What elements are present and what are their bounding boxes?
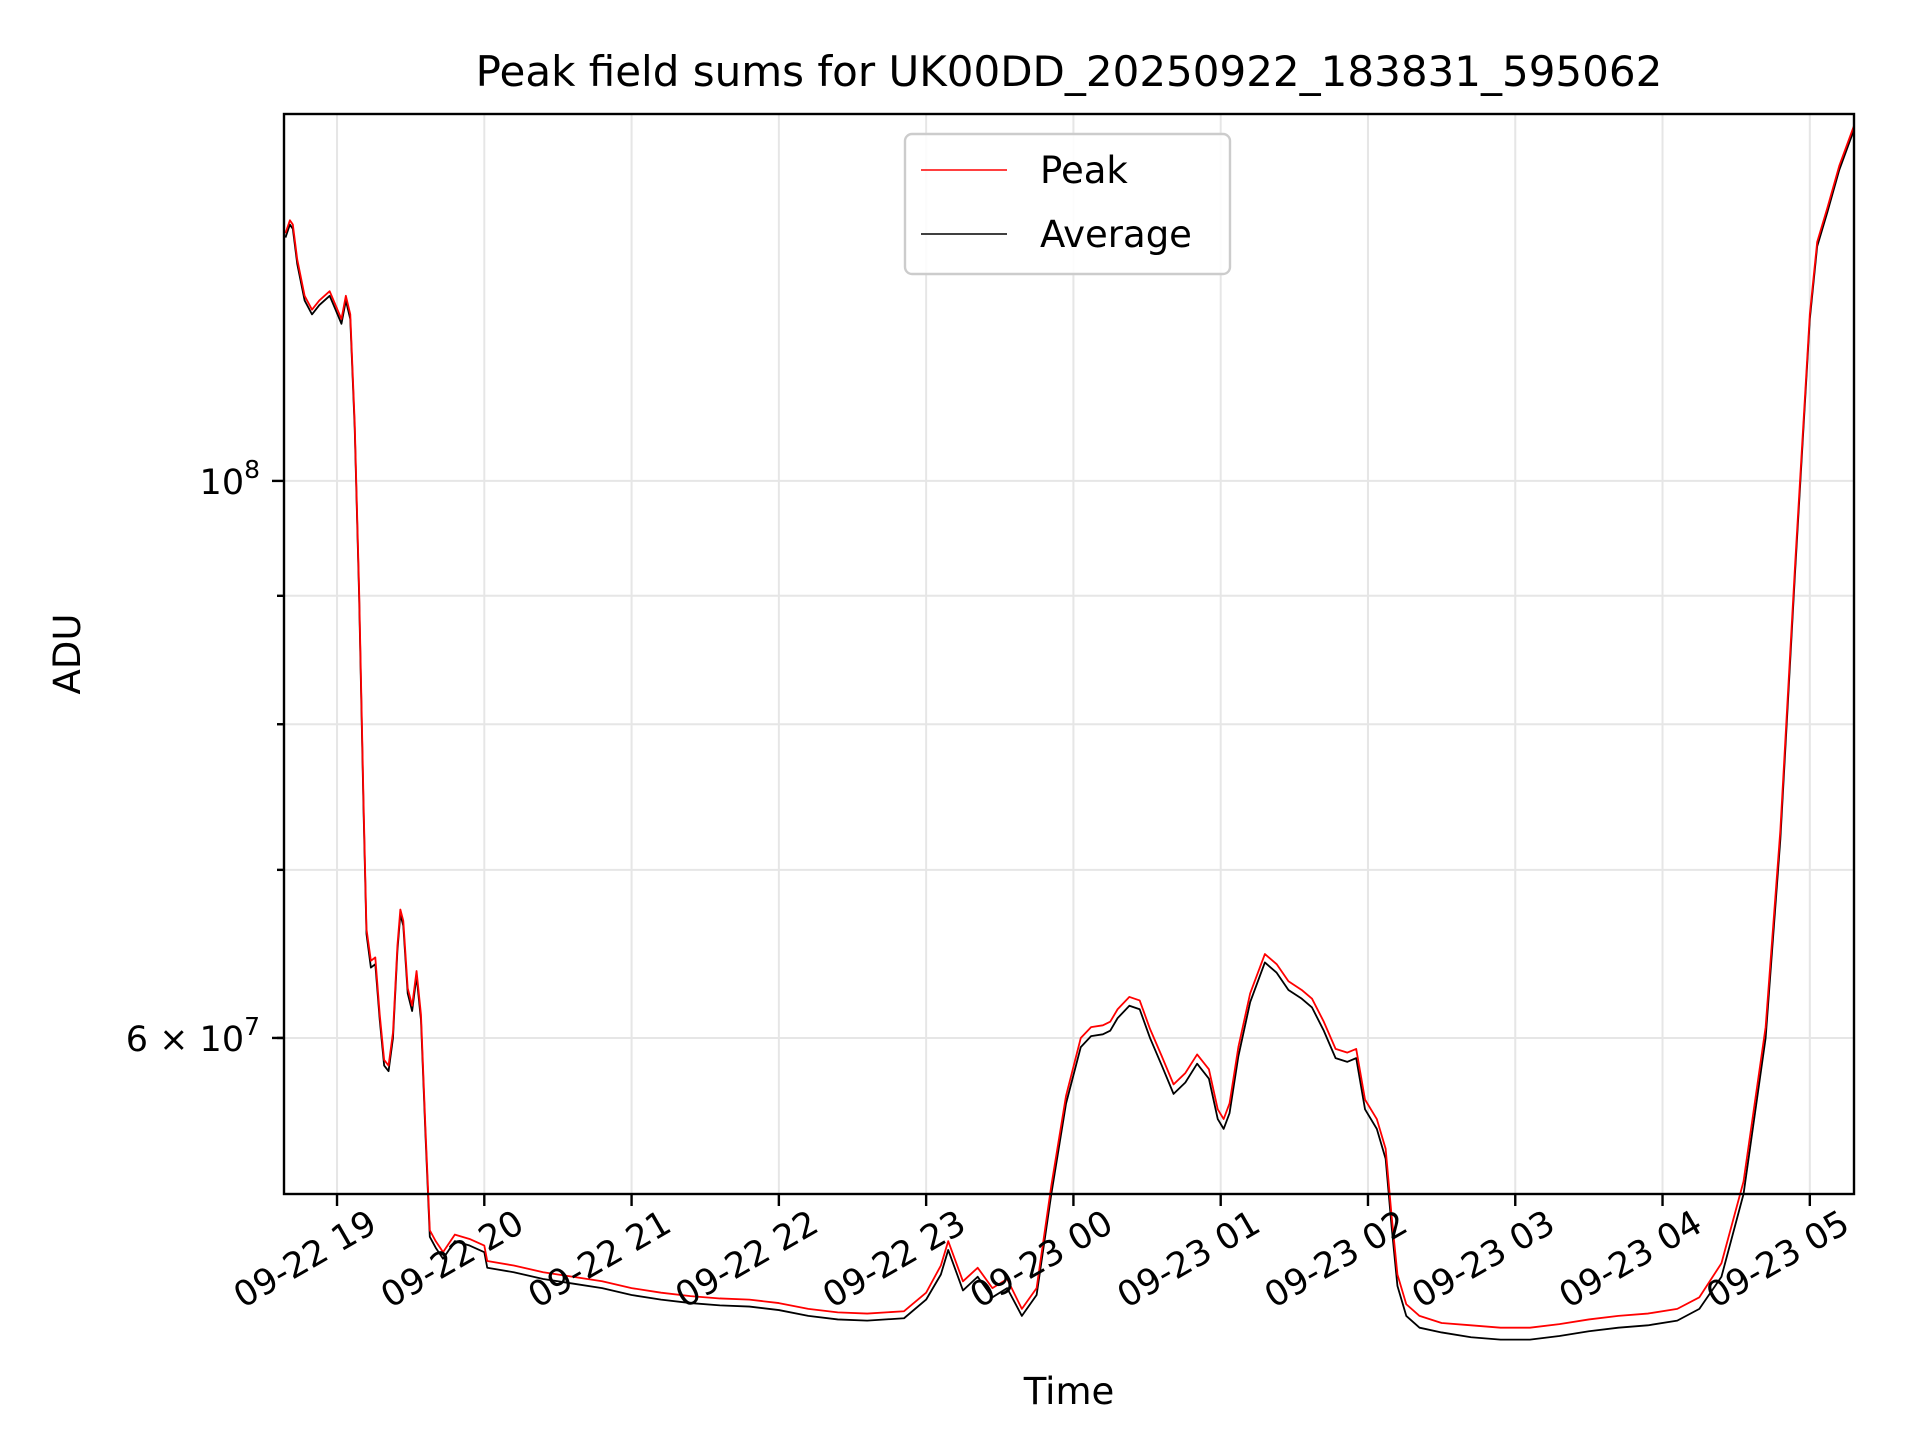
series-lines [284, 125, 1855, 1341]
series-line-average [284, 129, 1855, 1341]
chart-title: Peak field sums for UK00DD_20250922_1838… [476, 47, 1663, 96]
legend-average-label: Average [1040, 213, 1192, 256]
x-axis-label: Time [1023, 1370, 1115, 1413]
legend: Peak Average [903, 132, 1232, 276]
grid [284, 114, 1854, 1194]
axis-ticks [272, 479, 1812, 1206]
legend-peak-label: Peak [1040, 149, 1128, 192]
legend-box [903, 132, 1232, 276]
y-tick-label: 108 [200, 455, 260, 503]
y-axis-label: ADU [46, 614, 89, 695]
series-line-peak [284, 125, 1855, 1329]
y-tick-label: 6 × 107 [126, 1012, 260, 1060]
plot-frame [282, 112, 1856, 1196]
